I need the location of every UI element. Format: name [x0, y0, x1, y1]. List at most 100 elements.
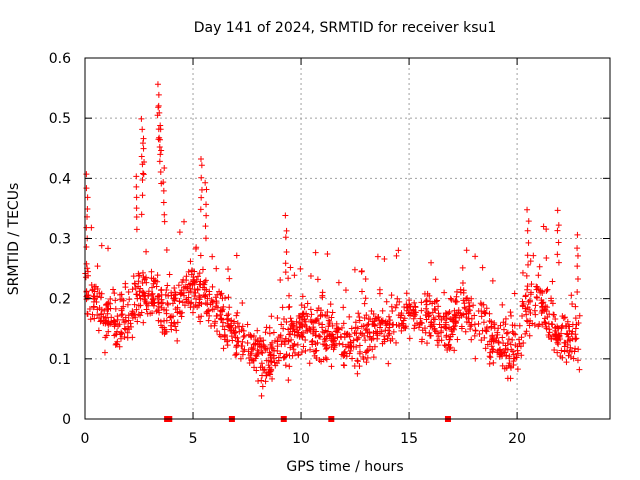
data-point	[411, 299, 418, 306]
data-point	[361, 315, 368, 322]
data-point	[260, 337, 267, 344]
data-point	[478, 313, 485, 320]
data-point	[514, 347, 521, 354]
data-point	[323, 356, 330, 363]
data-point	[224, 338, 231, 345]
data-point	[431, 299, 438, 306]
data-point	[407, 303, 414, 310]
data-point	[431, 305, 438, 312]
data-point	[124, 329, 131, 336]
data-point	[376, 286, 383, 293]
data-point	[390, 328, 397, 335]
data-point	[370, 335, 377, 342]
data-point	[319, 321, 326, 328]
data-point	[232, 334, 239, 341]
data-point	[546, 311, 553, 318]
data-point	[161, 326, 168, 333]
grid-lines	[85, 58, 610, 419]
data-point	[258, 392, 265, 399]
data-point	[340, 320, 347, 327]
data-point	[431, 316, 438, 323]
data-point	[445, 310, 452, 317]
data-point	[518, 352, 525, 359]
data-point	[130, 312, 137, 319]
data-point	[436, 321, 443, 328]
data-point	[83, 244, 90, 251]
data-point	[505, 362, 512, 369]
data-point	[298, 302, 305, 309]
data-point	[111, 290, 118, 297]
data-point	[564, 318, 571, 325]
data-point	[137, 302, 144, 309]
data-point	[226, 304, 233, 311]
data-point	[185, 289, 192, 296]
data-point	[282, 212, 289, 219]
data-point	[574, 276, 581, 283]
data-point	[193, 296, 200, 303]
data-point	[299, 311, 306, 318]
data-point	[481, 310, 488, 317]
data-point	[208, 323, 215, 330]
data-point	[551, 311, 558, 318]
data-point	[285, 377, 292, 384]
data-point	[133, 213, 140, 220]
data-point	[457, 286, 464, 293]
data-point	[555, 239, 562, 246]
data-point	[182, 283, 189, 290]
data-point	[163, 246, 170, 253]
data-point	[551, 331, 558, 338]
data-point	[531, 322, 538, 329]
data-point	[157, 136, 164, 143]
data-point	[114, 328, 121, 335]
data-point	[527, 298, 534, 305]
data-point	[539, 308, 546, 315]
data-point	[418, 307, 425, 314]
data-point	[191, 292, 198, 299]
data-point	[191, 286, 198, 293]
data-point	[569, 328, 576, 335]
data-point	[279, 304, 286, 311]
data-point	[216, 331, 223, 338]
data-point	[541, 315, 548, 322]
data-point	[539, 307, 546, 314]
data-point	[259, 364, 266, 371]
data-point	[508, 312, 515, 319]
data-point	[174, 337, 181, 344]
data-point	[322, 338, 329, 345]
data-point	[471, 321, 478, 328]
data-point	[206, 291, 213, 298]
data-point	[155, 104, 162, 111]
data-point	[209, 283, 216, 290]
data-point	[567, 344, 574, 351]
data-point	[504, 329, 511, 336]
data-point	[486, 317, 493, 324]
data-point	[209, 253, 216, 260]
data-point	[150, 300, 157, 307]
data-point	[520, 340, 527, 347]
data-point	[395, 312, 402, 319]
data-point	[395, 247, 402, 254]
data-point	[228, 317, 235, 324]
data-point	[350, 337, 357, 344]
data-point	[122, 284, 129, 291]
data-point	[203, 186, 210, 193]
data-point	[248, 356, 255, 363]
x-tick-label: 0	[81, 431, 90, 447]
data-point	[128, 323, 135, 330]
data-point	[131, 280, 138, 287]
data-point	[401, 303, 408, 310]
data-point	[277, 334, 284, 341]
data-point	[571, 348, 578, 355]
data-point	[475, 320, 482, 327]
data-point	[201, 278, 208, 285]
data-point	[399, 320, 406, 327]
data-point	[555, 259, 562, 266]
data-point	[471, 332, 478, 339]
data-point	[434, 342, 441, 349]
data-point	[310, 319, 317, 326]
data-point	[83, 224, 90, 231]
data-point	[136, 272, 143, 279]
data-point	[204, 295, 211, 302]
data-point	[340, 361, 347, 368]
data-point	[369, 346, 376, 353]
